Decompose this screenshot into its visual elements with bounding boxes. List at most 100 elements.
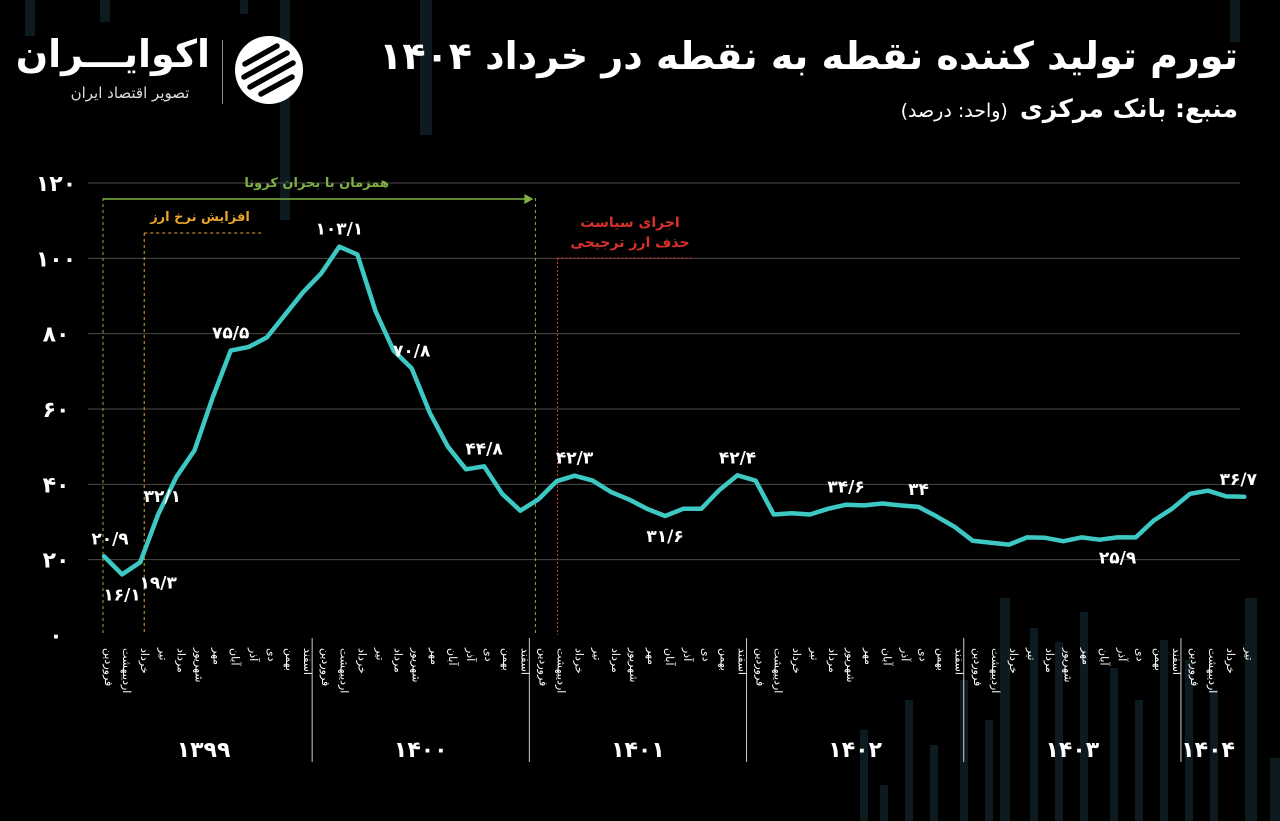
x-tick-label: اردیبهشت	[120, 648, 133, 693]
x-tick-label: اردیبهشت	[555, 648, 568, 693]
data-label: ۳۱/۶	[646, 527, 683, 547]
x-tick-label: مرداد	[392, 648, 405, 673]
x-tick-label: اردیبهشت	[772, 648, 785, 693]
data-label: ۲۰/۹	[91, 529, 129, 549]
year-label: ۱۴۰۳	[1045, 738, 1099, 763]
data-label: ۴۲/۳	[556, 449, 594, 469]
x-tick-label: مهر	[862, 647, 875, 665]
data-label: ۱۹/۳	[140, 573, 178, 593]
x-tick-label: شهریور	[627, 647, 640, 682]
background-decoration-bar	[930, 745, 938, 821]
brand: اکوایـــران تصویر اقتصاد ایران	[15, 30, 320, 110]
x-tick-label: اردیبهشت	[1206, 648, 1219, 693]
year-label: ۱۴۰۲	[828, 738, 882, 763]
x-tick-label: آذر	[898, 647, 912, 662]
x-tick-label: مهر	[211, 647, 224, 665]
background-decoration-bar	[100, 0, 110, 22]
x-tick-label: شهریور	[410, 647, 423, 682]
background-decoration-bar	[1135, 700, 1143, 821]
data-label: ۳۶/۷	[1220, 470, 1258, 490]
x-tick-label: شهریور	[1061, 647, 1074, 682]
x-tick-label: اسفند	[953, 648, 966, 675]
background-decoration-bar	[420, 0, 432, 135]
y-tick-label: ۰	[49, 624, 62, 649]
data-label: ۱۰۳/۱	[315, 220, 363, 240]
data-label: ۷۵/۵	[212, 324, 249, 344]
x-tick-label: خرداد	[355, 648, 368, 674]
background-decoration-bar	[280, 0, 290, 220]
unit-text: (واحد: درصد)	[900, 100, 1008, 122]
year-label: ۱۴۰۴	[1181, 738, 1235, 763]
chart-title: تورم تولید کننده نقطه به نقطه در خرداد ۱…	[379, 34, 1238, 78]
source-text: منبع: بانک مرکزی	[1019, 94, 1238, 123]
x-tick-label: اسفند	[1170, 648, 1183, 675]
background-decoration-bar	[1210, 690, 1218, 821]
x-tick-label: آذر	[247, 647, 261, 662]
data-label: ۳۴/۶	[827, 478, 864, 498]
source-line: منبع: بانک مرکزی (واحد: درصد)	[901, 94, 1238, 123]
y-tick-label: ۱۲۰	[36, 172, 76, 197]
x-tick-label: مهر	[428, 647, 441, 665]
x-tick-label: مرداد	[174, 648, 187, 673]
brand-divider	[222, 40, 223, 104]
x-tick-label: اردیبهشت	[989, 648, 1002, 693]
x-tick-label: تیر	[1242, 647, 1255, 660]
year-label: ۱۳۹۹	[177, 738, 231, 763]
y-tick-label: ۶۰	[43, 398, 70, 423]
background-decoration-bar	[1000, 598, 1010, 821]
x-tick-label: دی	[265, 648, 278, 662]
x-tick-label: آذر	[1116, 647, 1130, 662]
x-tick-label: شهریور	[844, 647, 857, 682]
data-label: ۳۲/۱	[144, 487, 181, 507]
background-decoration-bar	[1230, 0, 1240, 42]
data-label: ۱۶/۱	[103, 585, 140, 605]
data-label: ۴۲/۴	[719, 448, 756, 468]
subsidy-annotation-line2: حذف ارز ترجیحی	[570, 235, 689, 251]
data-label: ۳۴	[908, 480, 929, 500]
background-decoration-bar	[1245, 598, 1257, 821]
background-decoration-bar	[905, 700, 913, 821]
x-tick-label: تیر	[591, 647, 604, 660]
x-tick-label: شهریور	[193, 647, 206, 682]
x-tick-label: آذر	[681, 647, 695, 662]
background-decoration-bar	[1270, 758, 1280, 821]
corona-annotation: همزمان با بحران کرونا	[244, 176, 389, 191]
background-decoration-bar	[880, 785, 888, 821]
x-tick-label: آبان	[880, 648, 894, 666]
x-tick-label: بهمن	[283, 648, 296, 671]
subsidy-annotation-line1: اجرای سیاست	[580, 215, 679, 231]
x-tick-label: مرداد	[1043, 648, 1056, 673]
y-tick-label: ۲۰	[43, 549, 70, 574]
x-tick-label: فروردین	[1188, 648, 1201, 686]
currency-annotation: افزایش نرخ ارز	[149, 210, 250, 225]
x-tick-label: دی	[1134, 648, 1147, 662]
x-tick-label: تیر	[808, 647, 821, 660]
y-tick-label: ۴۰	[43, 473, 70, 498]
background-decoration-bar	[1110, 668, 1118, 821]
x-tick-label: مرداد	[826, 648, 839, 673]
x-tick-label: اسفند	[736, 648, 749, 675]
brand-tagline: تصویر اقتصاد ایران	[70, 84, 190, 102]
x-tick-label: مرداد	[609, 648, 622, 673]
x-tick-label: دی	[482, 648, 495, 662]
background-decoration-bar	[860, 730, 868, 821]
x-tick-label: فروردین	[102, 648, 115, 686]
x-tick-label: خرداد	[573, 648, 586, 674]
x-tick-label: اسفند	[301, 648, 314, 675]
background-decoration-bar	[1160, 640, 1168, 821]
x-tick-label: فروردین	[536, 648, 549, 686]
brand-name: اکوایـــران	[15, 32, 210, 76]
x-tick-label: بهمن	[717, 648, 730, 671]
background-decoration-bar	[985, 720, 993, 821]
x-tick-label: آبان	[663, 648, 677, 666]
x-tick-label: فروردین	[319, 648, 332, 686]
x-tick-label: بهمن	[1152, 648, 1165, 671]
x-tick-label: خرداد	[1007, 648, 1020, 674]
background-decoration-bar	[1055, 642, 1063, 821]
x-tick-label: فروردین	[754, 648, 767, 686]
data-label: ۲۵/۹	[1099, 548, 1137, 568]
corona-arrow-head	[524, 194, 534, 204]
background-decoration-bar	[25, 0, 35, 36]
x-tick-label: خرداد	[790, 648, 803, 674]
